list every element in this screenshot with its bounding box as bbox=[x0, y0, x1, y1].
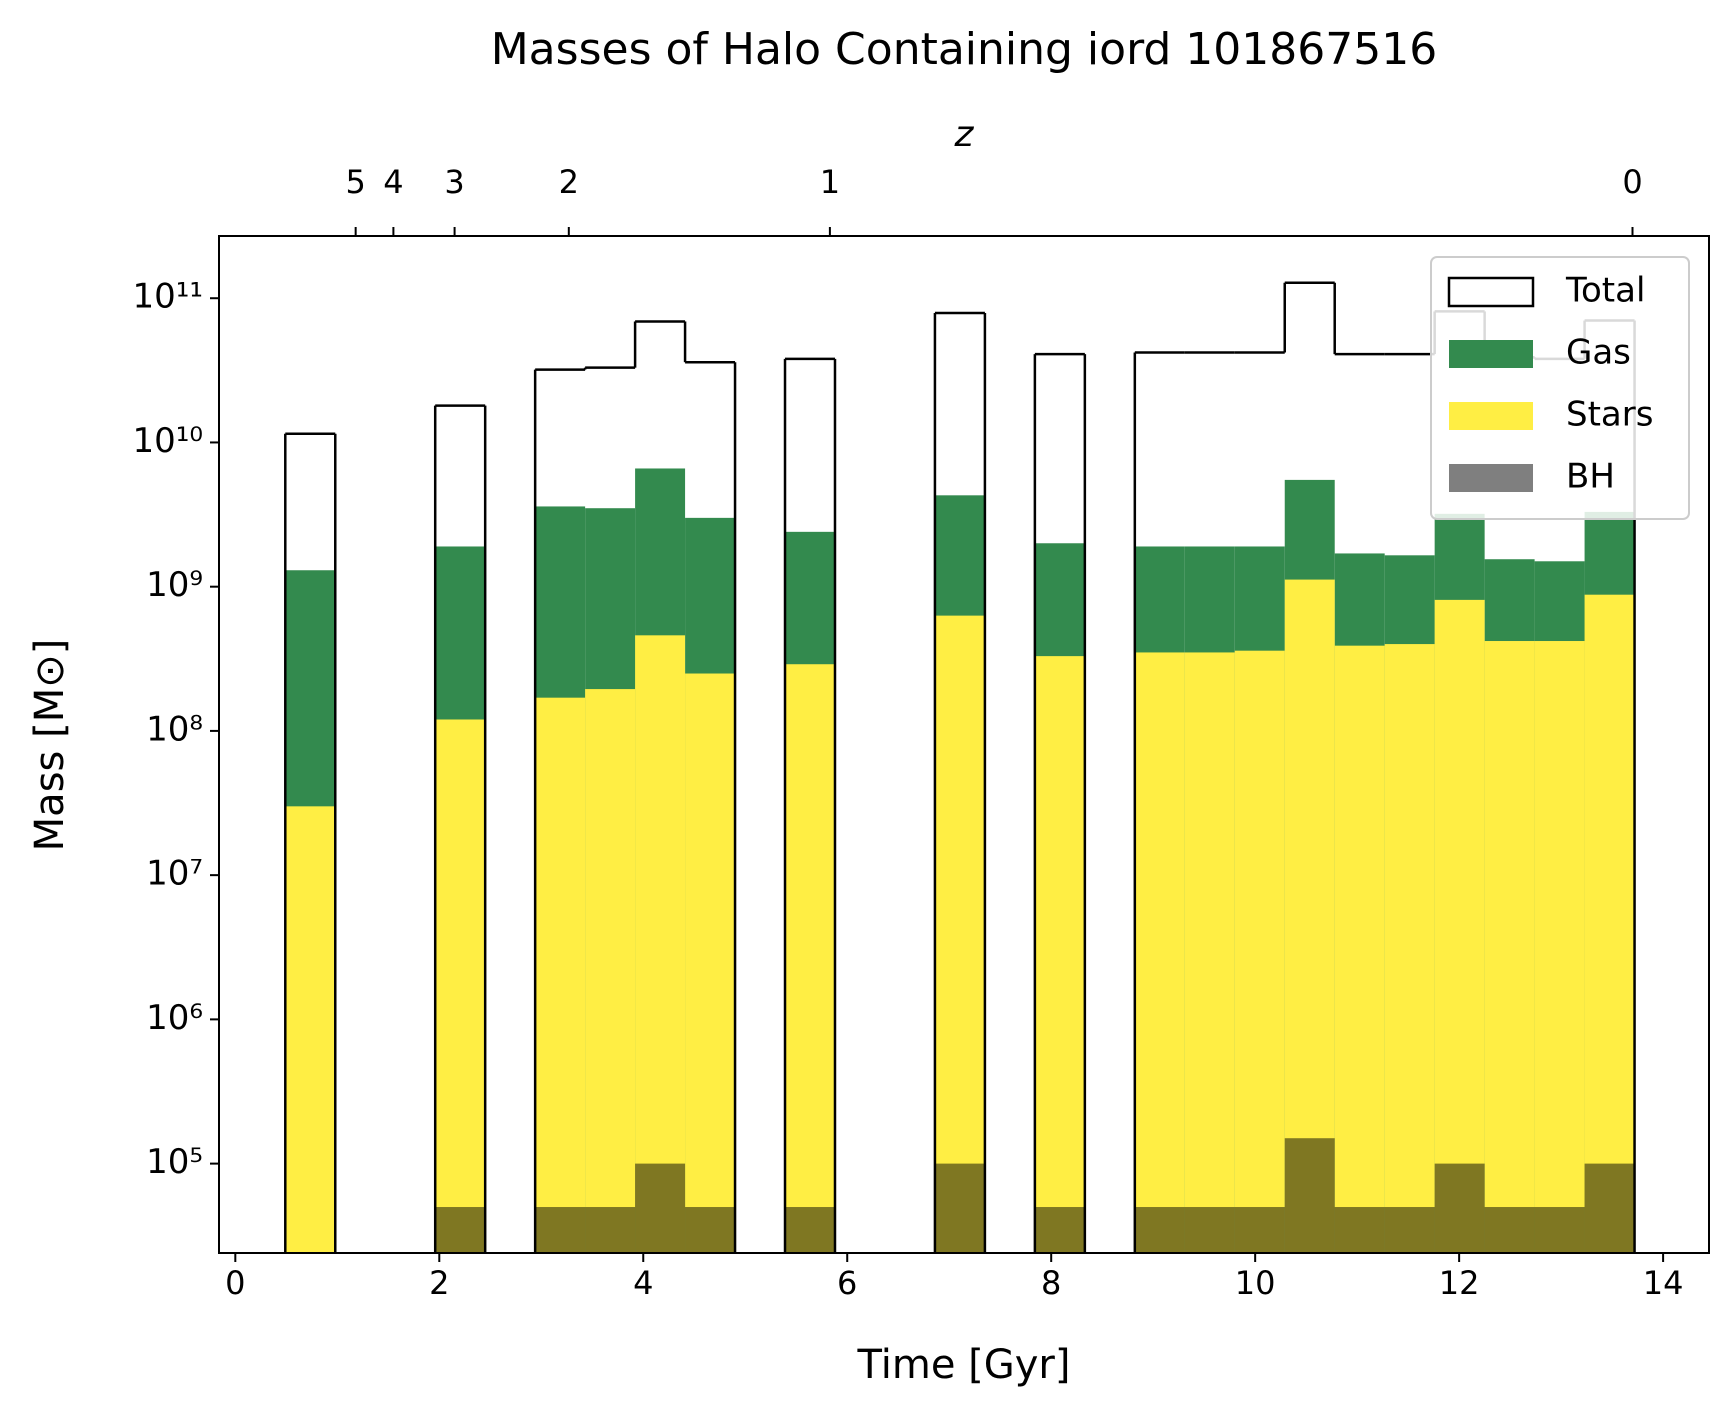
bar bbox=[1034, 656, 1085, 1253]
y-tick-label: 10¹¹ bbox=[132, 277, 203, 317]
x-tick-label: 6 bbox=[837, 1264, 857, 1302]
bar bbox=[1484, 641, 1535, 1253]
bar bbox=[1434, 599, 1485, 1253]
bar bbox=[1234, 650, 1285, 1253]
bar bbox=[535, 1207, 586, 1253]
x-tick-label: 12 bbox=[1439, 1264, 1480, 1302]
bar bbox=[1034, 1207, 1085, 1253]
legend-swatch bbox=[1449, 340, 1533, 368]
bar bbox=[1234, 1207, 1285, 1253]
bar bbox=[1384, 1207, 1435, 1253]
x-axis-label: Time [Gyr] bbox=[857, 1342, 1071, 1388]
y-tick-label: 10¹⁰ bbox=[132, 421, 203, 461]
bar bbox=[1334, 1207, 1385, 1253]
x-tick-label: 0 bbox=[225, 1264, 245, 1302]
x-tick-label: 8 bbox=[1041, 1264, 1061, 1302]
bar bbox=[934, 615, 985, 1253]
bar bbox=[635, 635, 686, 1253]
legend-swatch bbox=[1449, 464, 1533, 492]
x-tick-label: 10 bbox=[1235, 1264, 1276, 1302]
plot-area bbox=[284, 281, 1636, 1253]
bar bbox=[1184, 1207, 1235, 1253]
bar bbox=[1584, 1163, 1635, 1253]
y-axis-label: Mass [M⊙] bbox=[27, 639, 73, 852]
bar bbox=[535, 697, 586, 1253]
legend-label: Stars bbox=[1566, 395, 1653, 435]
x2-tick-label: 1 bbox=[820, 163, 840, 201]
bar bbox=[1384, 644, 1435, 1253]
legend-swatch bbox=[1447, 276, 1535, 308]
bar bbox=[1584, 594, 1635, 1253]
x-tick-label: 14 bbox=[1643, 1264, 1684, 1302]
bar bbox=[1134, 652, 1185, 1253]
bar bbox=[1334, 645, 1385, 1253]
bar bbox=[635, 1163, 686, 1253]
x2-tick-label: 0 bbox=[1622, 163, 1642, 201]
bar bbox=[685, 673, 736, 1253]
bar bbox=[785, 1207, 835, 1253]
bar bbox=[585, 1207, 636, 1253]
bar bbox=[685, 1207, 736, 1253]
axes-frame bbox=[218, 235, 1710, 1254]
bar bbox=[1534, 641, 1585, 1253]
legend-label: Total bbox=[1565, 271, 1645, 311]
bar bbox=[1184, 652, 1235, 1253]
x2-tick-label: 2 bbox=[559, 163, 579, 201]
legend-swatch bbox=[1449, 402, 1533, 430]
bar bbox=[1134, 1207, 1185, 1253]
legend: Total Gas Stars BH bbox=[1430, 256, 1690, 520]
y-tick-label: 10⁹ bbox=[146, 565, 203, 605]
x2-tick-label: 3 bbox=[444, 163, 464, 201]
bar bbox=[785, 664, 835, 1253]
legend-label: BH bbox=[1566, 457, 1615, 497]
bar bbox=[435, 719, 486, 1253]
x-tick-label: 4 bbox=[633, 1264, 653, 1302]
bar bbox=[934, 1163, 985, 1253]
y-tick-label: 10⁶ bbox=[146, 998, 203, 1038]
y-tick-label: 10⁵ bbox=[146, 1142, 203, 1182]
x2-tick-label: 5 bbox=[345, 163, 365, 201]
bar bbox=[1284, 1138, 1335, 1253]
legend-box bbox=[1430, 256, 1690, 520]
y-tick-label: 10⁷ bbox=[146, 854, 203, 894]
bar bbox=[1434, 1163, 1485, 1253]
x2-axis-label: z bbox=[954, 114, 975, 155]
x-tick-label: 2 bbox=[429, 1264, 449, 1302]
bar bbox=[285, 806, 336, 1253]
bar bbox=[1534, 1207, 1585, 1253]
chart-title: Masses of Halo Containing iord 101867516 bbox=[491, 24, 1438, 75]
y-tick-label: 10⁸ bbox=[146, 709, 203, 749]
bar bbox=[585, 689, 636, 1253]
x2-tick-label: 4 bbox=[383, 163, 403, 201]
bar bbox=[1484, 1207, 1535, 1253]
legend-label: Gas bbox=[1566, 333, 1631, 373]
bar bbox=[435, 1207, 486, 1253]
